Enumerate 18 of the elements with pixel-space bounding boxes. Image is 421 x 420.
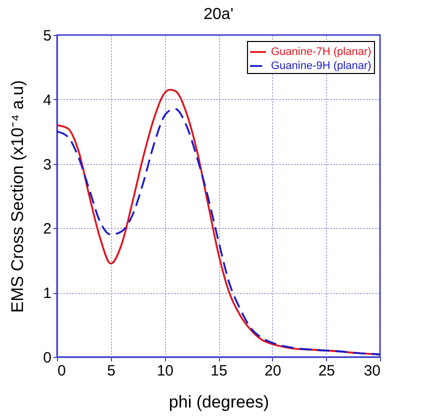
x-tick-label: 10 <box>156 362 174 380</box>
y-tick-label: 1 <box>43 285 52 302</box>
x-tick-label: 30 <box>364 362 380 380</box>
legend-label: Guanine-7H (planar) <box>271 46 372 58</box>
x-tick-label: 25 <box>318 362 336 380</box>
x-tick-label: 5 <box>107 362 116 380</box>
y-tick-label: 4 <box>43 92 52 109</box>
y-tick-label: 5 <box>43 28 52 44</box>
y-tick-label: 2 <box>43 220 52 238</box>
legend-label: Guanine-9H (planar) <box>271 60 372 72</box>
x-axis-title: phi (degrees) <box>168 392 270 412</box>
y-axis-title: EMS Cross Section (x10⁻⁴ a.u) <box>8 80 28 313</box>
chart-title: 20a' <box>204 6 234 23</box>
x-tick-label: 15 <box>210 362 228 380</box>
y-tick-label: 3 <box>43 156 52 174</box>
x-tick-label: 0 <box>58 362 66 380</box>
y-tick-label: 0 <box>43 350 52 366</box>
x-tick-label: 20 <box>264 362 282 380</box>
